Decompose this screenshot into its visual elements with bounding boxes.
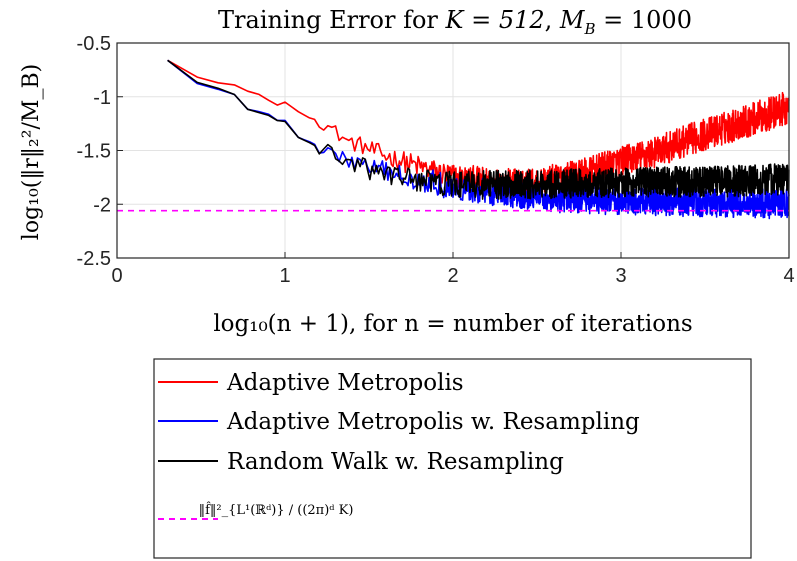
- y-tick-label: -2.5: [77, 248, 111, 270]
- x-tick-label: 0: [111, 265, 122, 287]
- x-tick-label: 2: [447, 265, 458, 287]
- y-axis-label: log₁₀(‖r‖₂²/M_B): [19, 64, 44, 240]
- y-tick-label: -0.5: [77, 33, 111, 55]
- x-tick-label: 1: [279, 265, 290, 287]
- x-axis-label: log₁₀(n + 1), for n = number of iteratio…: [213, 311, 692, 337]
- x-tick-label: 4: [783, 265, 794, 287]
- y-tick-label: -1: [93, 87, 111, 109]
- ticks: 0 1 2 3 4 -2.5 -2 -1.5 -1 -0.5: [77, 33, 795, 287]
- legend-formula-reference-level: ‖f̂‖²_{L¹(ℝᵈ)} / ((2π)ᵈ K): [199, 501, 354, 518]
- x-tick-label: 3: [615, 265, 626, 287]
- legend-formula-text: ‖f̂‖²_{L¹(ℝᵈ)} / ((2π)ᵈ K): [199, 501, 354, 518]
- chart-title: Training Error for K = 512, MB = 1000: [218, 6, 692, 38]
- plot-area: 0 1 2 3 4 -2.5 -2 -1.5 -1 -0.5: [77, 33, 795, 287]
- legend: Adaptive Metropolis Adaptive Metropolis …: [153, 358, 752, 559]
- y-tick-label: -1.5: [77, 141, 111, 163]
- series-line-random-walk-w-resampling: [167, 59, 790, 200]
- series-layer: [117, 59, 790, 220]
- legend-label-adaptive-metropolis-resampling: Adaptive Metropolis w. Resampling: [226, 409, 640, 435]
- legend-label-random-walk-resampling: Random Walk w. Resampling: [227, 449, 564, 475]
- y-tick-label: -2: [93, 194, 111, 216]
- legend-box: [153, 358, 752, 559]
- legend-label-adaptive-metropolis: Adaptive Metropolis: [226, 370, 464, 396]
